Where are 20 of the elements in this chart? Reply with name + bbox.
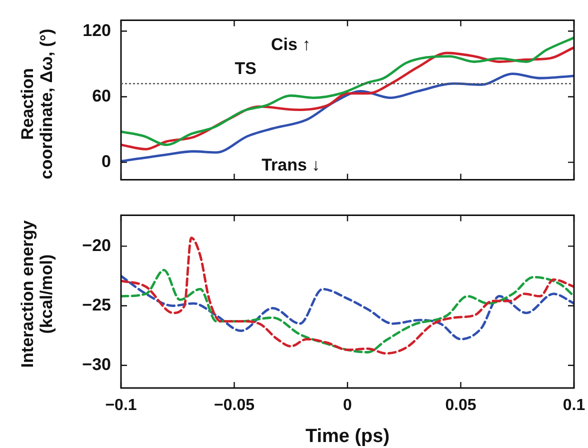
y-axis-title: Interaction energy (kcal/mol) [18,219,57,370]
x-tick-label: −0.1 [105,397,137,414]
y-tick-label: 60 [92,86,111,106]
x-tick-label: −0.05 [214,397,255,414]
y-tick-label: −30 [82,355,111,374]
x-axis-title: Time (ps) [305,426,390,447]
y-tick-label: −25 [82,295,111,314]
line-series [121,236,574,355]
x-tick-label: 0.1 [562,397,586,414]
y-tick-label: 120 [82,20,111,40]
y-tick-label: 0 [102,152,111,171]
annotation: Trans ↓ [262,155,320,174]
ref-line-label: TS [234,58,256,78]
line-series [121,274,574,340]
annotation: Cis ↑ [271,34,311,54]
y-axis-title: Reaction coordinate, Δω, (°) [18,28,57,182]
x-tick-label: 0 [343,397,352,414]
y-tick-label: −20 [82,236,111,255]
line-series [121,268,574,354]
x-tick-label: 0.05 [445,397,476,414]
